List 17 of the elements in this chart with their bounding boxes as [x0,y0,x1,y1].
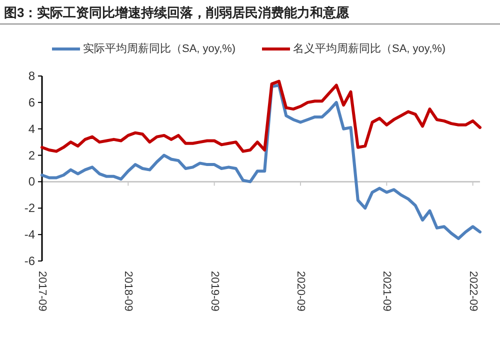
y-tick-label: -2 [24,201,36,216]
y-tick-label: -6 [24,254,36,268]
chart-title: 图3：实际工资同比增速持续回落，削弱居民消费能力和意愿 [4,5,350,20]
y-tick-label: 4 [28,122,36,136]
y-tick-label: -4 [24,228,36,242]
y-tick-label: 8 [28,69,36,83]
y-tick-label: 2 [28,148,36,162]
x-tick-label: 2018-09 [122,271,134,312]
x-tick-label: 2019-09 [208,271,220,312]
x-tick-label: 2022-09 [466,271,479,312]
legend-label: 名义平均周薪同比（SA, yoy,%) [293,42,446,55]
y-tick-label: 0 [28,174,36,189]
y-tick-label: 6 [28,95,36,110]
x-tick-label: 2017-09 [36,271,48,312]
x-tick-label: 2021-09 [380,271,393,312]
legend-label: 实际平均周薪同比（SA, yoy,%) [83,42,236,55]
x-tick-label: 2020-09 [294,271,306,312]
